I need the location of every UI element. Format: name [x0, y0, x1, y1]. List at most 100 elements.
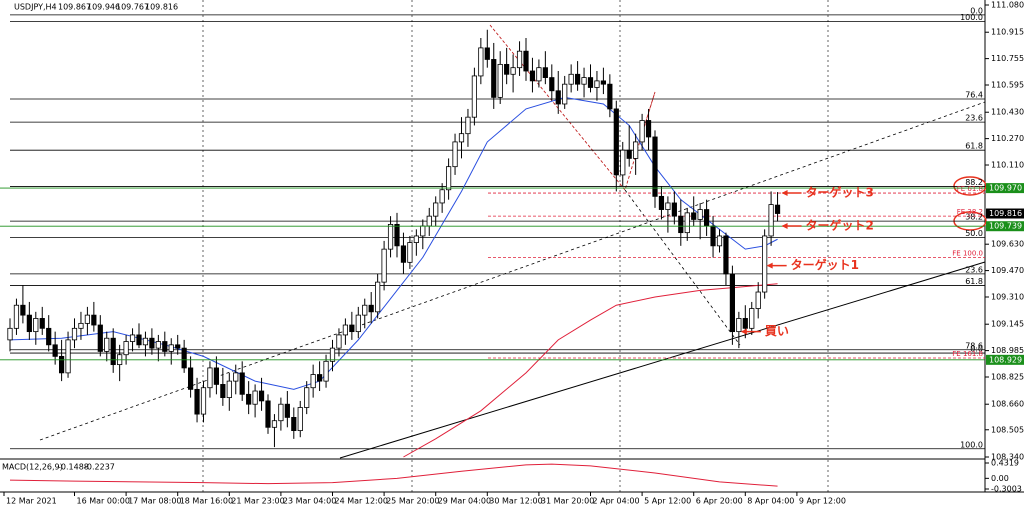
candle-body [355, 314, 361, 333]
candle-body [142, 337, 149, 346]
candle-body [175, 344, 181, 349]
price-box [986, 183, 1024, 194]
ohlc-value: 109.946 [87, 3, 120, 12]
y-tick-label: 109.145 [991, 320, 1024, 329]
candle-body [645, 120, 652, 138]
candle-body [239, 372, 245, 395]
trend-line-dashed [39, 101, 986, 441]
y-tick-label: 108.985 [991, 346, 1024, 355]
x-tick-label: 16 Mar 00:00 [77, 497, 130, 506]
macd-tick-label: -0.3003 [991, 485, 1022, 494]
candle-body [742, 318, 748, 329]
candle-body [265, 400, 271, 428]
candle-body [626, 149, 632, 159]
candle-body [39, 318, 45, 329]
candle-body [587, 77, 594, 88]
arrow-head [740, 328, 747, 335]
candle-body [665, 202, 671, 210]
x-tick-label: 21 Mar 23:00 [231, 497, 284, 506]
fib-label: 88.2 [965, 178, 983, 187]
candle-body [181, 347, 187, 369]
candle-body [84, 314, 90, 324]
fib-label: 23.6 [965, 265, 983, 274]
fib-expansion-lines [489, 24, 656, 191]
macd-signal-line [9, 463, 778, 487]
ohlc-value: 109.767 [116, 3, 149, 12]
candle-body [762, 235, 768, 293]
fib-label: 61.8 [965, 277, 983, 286]
price-box-label: 109.739 [989, 222, 1022, 231]
price-box [986, 221, 1024, 232]
candle-body [187, 367, 194, 390]
fib-label: 38.2 [965, 213, 983, 222]
candle-body [136, 334, 142, 346]
candle-body [284, 403, 290, 418]
candle-body [246, 393, 252, 405]
candle-body [291, 417, 297, 432]
candle-body [52, 344, 58, 357]
candle-body [755, 291, 761, 309]
y-tick-label: 109.470 [991, 266, 1024, 275]
macd-signal-value: -0.2237 [84, 463, 115, 472]
annotation: 買い [765, 324, 789, 338]
candle-body [658, 195, 665, 210]
fib-label: 76.4 [965, 91, 983, 100]
candle-body [316, 374, 323, 382]
candle-body [516, 50, 523, 69]
moving-average [403, 283, 778, 458]
candle-body [213, 367, 219, 385]
candle-body [633, 141, 639, 159]
candle-body [65, 339, 71, 374]
price-box [986, 354, 1024, 365]
header-bg [0, 0, 180, 12]
candle-body [194, 388, 200, 415]
annotation: ターゲット3 [806, 185, 874, 200]
candle-body [278, 403, 284, 422]
candle-body [33, 318, 39, 333]
fib-label: 0.0 [970, 6, 983, 15]
x-tick-label: 17 Mar 08:00 [128, 497, 181, 506]
candle-body [549, 77, 555, 92]
candle-body [271, 420, 278, 428]
candle-body [445, 166, 452, 191]
fib-label: 78.6 [965, 341, 983, 350]
y-tick-label: 110.595 [991, 81, 1024, 90]
candle-body [26, 314, 32, 333]
candle-body [620, 149, 626, 176]
x-tick-label: 24 Mar 12:00 [335, 497, 388, 506]
symbol: USDJPY,H4 [14, 3, 57, 12]
ohlc-value: 109.867 [58, 3, 91, 12]
y-tick-label: 110.270 [991, 134, 1024, 143]
y-tick-label: 110.915 [991, 28, 1024, 37]
macd-tick-label: 0.4319 [991, 459, 1019, 468]
candle-body [704, 209, 710, 227]
candle-body [71, 327, 78, 341]
candle-body [258, 390, 265, 402]
candle-body [529, 70, 536, 82]
candle-body [691, 212, 697, 220]
candle-body [568, 73, 574, 85]
candle-body [297, 407, 303, 432]
candle-body [252, 390, 258, 405]
candle-body [336, 334, 342, 349]
x-tick-label: 30 Mar 12:00 [489, 497, 542, 506]
annotation: ターゲット2 [806, 218, 874, 233]
price-box-label: 108.929 [989, 355, 1022, 364]
candle-body [349, 324, 355, 333]
candle-body [46, 327, 52, 346]
candle-body [581, 77, 587, 85]
candle-body [97, 324, 103, 352]
arrow-head [781, 190, 788, 197]
macd-tick-label: 0.00 [991, 474, 1009, 483]
candle-body [639, 120, 645, 143]
candle-body [671, 202, 677, 217]
candle-body [400, 245, 407, 263]
x-tick-label: 31 Mar 20:00 [541, 497, 594, 506]
candle-body [20, 304, 26, 316]
candle-body [7, 327, 13, 341]
y-tick-label: 110.430 [991, 108, 1024, 117]
candle-body [536, 67, 542, 82]
candle-body [465, 116, 471, 135]
candle-body [91, 314, 97, 326]
candle-body [342, 324, 349, 336]
